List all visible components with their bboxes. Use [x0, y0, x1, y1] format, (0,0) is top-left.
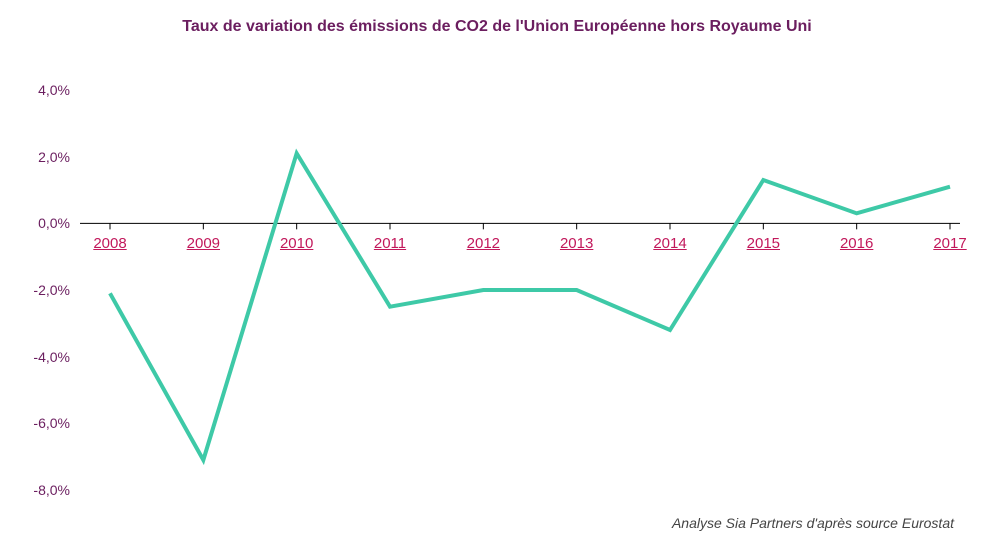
y-tick-label: 4,0%: [20, 82, 70, 98]
source-attribution: Analyse Sia Partners d'après source Euro…: [672, 515, 954, 531]
y-tick-label: -4,0%: [20, 349, 70, 365]
x-axis-tick-marks: [110, 223, 950, 229]
y-tick-label: -8,0%: [20, 482, 70, 498]
y-tick-label: -6,0%: [20, 415, 70, 431]
y-tick-label: -2,0%: [20, 282, 70, 298]
chart-title: Taux de variation des émissions de CO2 d…: [0, 0, 994, 36]
data-series-line: [110, 153, 950, 460]
line-plot: [80, 90, 960, 490]
y-tick-label: 2,0%: [20, 149, 70, 165]
y-tick-label: 0,0%: [20, 215, 70, 231]
chart-plot-area: 4,0%2,0%0,0%-2,0%-4,0%-6,0%-8,0% 2008200…: [80, 90, 960, 490]
